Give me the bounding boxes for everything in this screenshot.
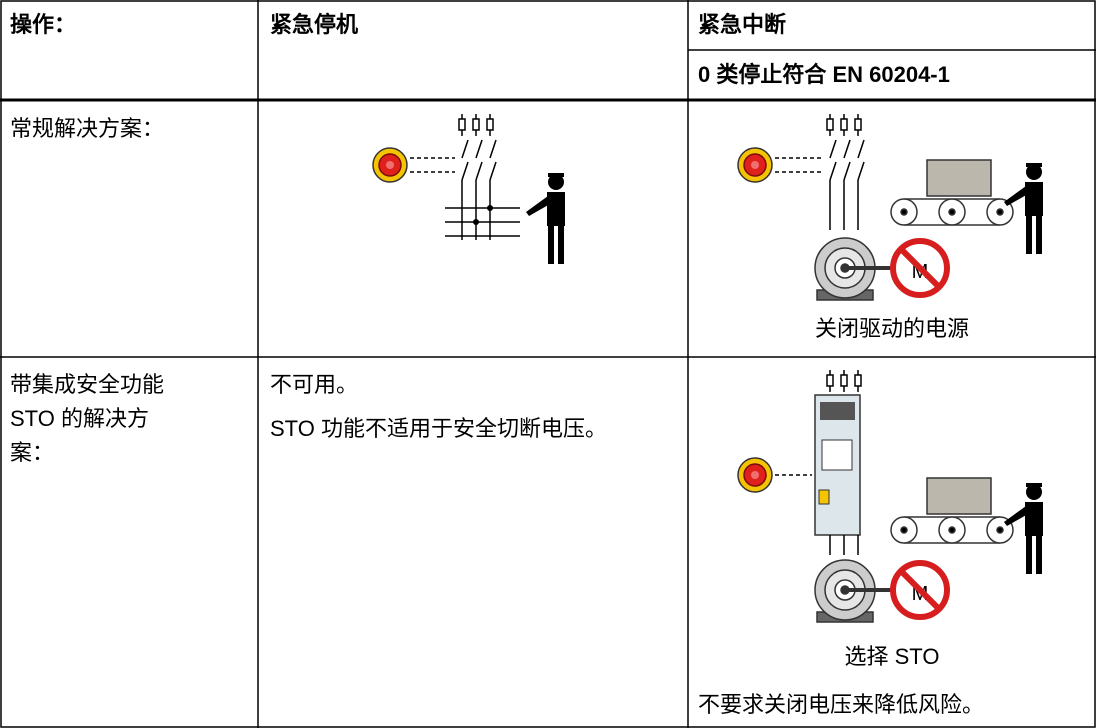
- row-label: 带集成安全功能 STO 的解决方案：: [10, 372, 165, 465]
- caption: 关闭驱动的电源: [814, 316, 969, 341]
- note: 不要求关闭电压来降低风险。: [698, 692, 985, 717]
- note: 不可用。: [270, 372, 359, 397]
- header-cell: 紧急中断: [698, 12, 787, 37]
- row-label: 常规解决方案：: [10, 116, 165, 141]
- subheader-cell: 0 类停止符合 EN 60204-1: [698, 62, 950, 87]
- note: STO 功能不适用于安全切断电压。: [270, 416, 607, 441]
- header-cell: 操作：: [10, 12, 77, 37]
- illustration-stop: [372, 113, 565, 264]
- header-cell: 紧急停机: [270, 12, 359, 37]
- illustration-sto: [737, 369, 1043, 624]
- illustration-interrupt: [737, 113, 1043, 302]
- caption: 选择 STO: [844, 644, 940, 669]
